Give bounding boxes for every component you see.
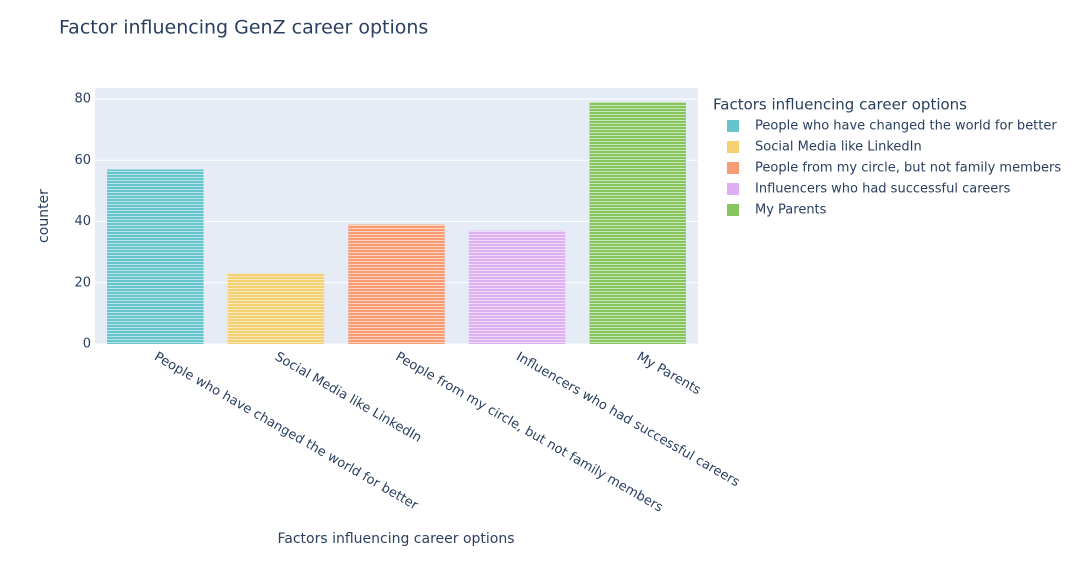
- bar-pattern: [468, 230, 566, 344]
- legend-label: My Parents: [755, 203, 827, 218]
- bar-pattern: [589, 102, 686, 344]
- legend-label: People who have changed the world for be…: [755, 119, 1057, 134]
- legend-swatch: [727, 162, 739, 174]
- x-tick-label: My Parents: [634, 350, 704, 399]
- legend-label: Social Media like LinkedIn: [755, 140, 922, 155]
- x-tick-label: Influencers who had successful careers: [513, 350, 742, 491]
- y-axis-title: counter: [36, 189, 52, 243]
- y-tick-label: 80: [74, 92, 91, 107]
- legend-label: Influencers who had successful careers: [755, 182, 1011, 197]
- legend-swatch: [727, 141, 739, 153]
- x-tick-label: People who have changed the world for be…: [152, 350, 421, 514]
- legend-swatch: [727, 183, 739, 195]
- bar-pattern: [227, 273, 325, 344]
- y-tick-label: 0: [83, 337, 91, 352]
- bar-pattern: [348, 224, 445, 344]
- bar-pattern: [107, 169, 204, 344]
- legend-title: Factors influencing career options: [713, 96, 967, 114]
- x-tick-label: People from my circle, but not family me…: [393, 350, 666, 516]
- y-tick-label: 60: [74, 153, 91, 168]
- chart-title: Factor influencing GenZ career options: [59, 17, 428, 39]
- y-tick-label: 40: [74, 214, 91, 229]
- x-axis-title: Factors influencing career options: [277, 531, 514, 547]
- legend-swatch: [727, 204, 739, 216]
- y-tick-label: 20: [74, 275, 91, 290]
- legend-swatch: [727, 120, 739, 132]
- legend-label: People from my circle, but not family me…: [755, 161, 1061, 176]
